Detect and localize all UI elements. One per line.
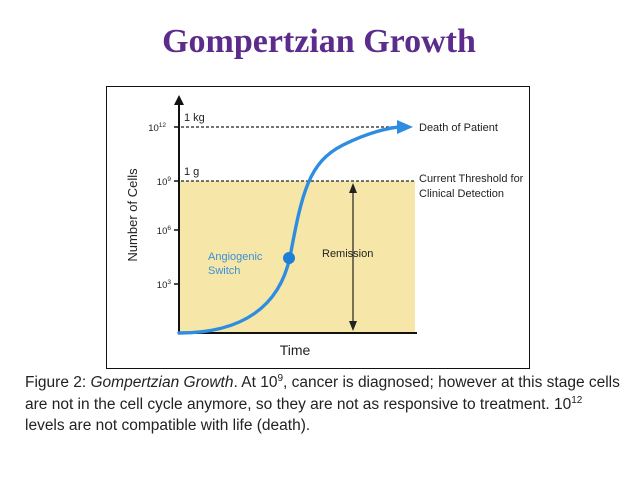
slide-title: Gompertzian Growth: [162, 23, 476, 60]
caption-text-b: , cancer is diagnosed; however at this s…: [25, 374, 620, 413]
level-label-1kg: 1 kg: [184, 112, 205, 124]
threshold-label-line1: Current Threshold for: [419, 173, 524, 185]
angiogenic-label-line1: Angiogenic: [208, 251, 263, 263]
caption-exponent-12: 12: [571, 394, 583, 406]
death-of-patient-label: Death of Patient: [419, 122, 498, 134]
y-tick-label-10-3: 103: [157, 279, 172, 291]
caption-exponent-9: 9: [277, 372, 283, 384]
gompertz-growth-curve: [177, 125, 401, 335]
y-tick-label-10-9: 109: [157, 176, 172, 188]
level-label-1g: 1 g: [184, 166, 199, 178]
y-axis-label: Number of Cells: [125, 168, 140, 262]
remission-arrowhead-down-icon: [349, 321, 357, 331]
caption-text-a: . At 10: [233, 374, 278, 391]
y-axis-arrowhead-icon: [174, 95, 184, 105]
y-tick-label-10-12: 1012: [148, 122, 166, 134]
caption-text-c: levels are not compatible with life (dea…: [25, 417, 311, 434]
detection-region-shade: [179, 181, 415, 333]
curve-arrowhead-icon: [397, 120, 413, 134]
gompertz-diagram: 103 106 109 1012 1 kg 1 g Remission Angi…: [125, 95, 524, 358]
x-axis-label: Time: [280, 342, 311, 358]
angiogenic-label-line2: Switch: [208, 265, 240, 277]
remission-arrowhead-up-icon: [349, 183, 357, 193]
angiogenic-switch-dot: [283, 252, 295, 264]
remission-label: Remission: [322, 248, 373, 260]
caption-figure-name: Gompertzian Growth: [90, 374, 234, 391]
caption-figure-number: Figure 2:: [25, 374, 91, 391]
figure-caption: Figure 2: Gompertzian Growth. At 109, ca…: [25, 372, 625, 437]
y-tick-label-10-6: 106: [157, 225, 172, 237]
threshold-label-line2: Clinical Detection: [419, 188, 504, 200]
figure-frame: 103 106 109 1012 1 kg 1 g Remission Angi…: [106, 86, 530, 369]
